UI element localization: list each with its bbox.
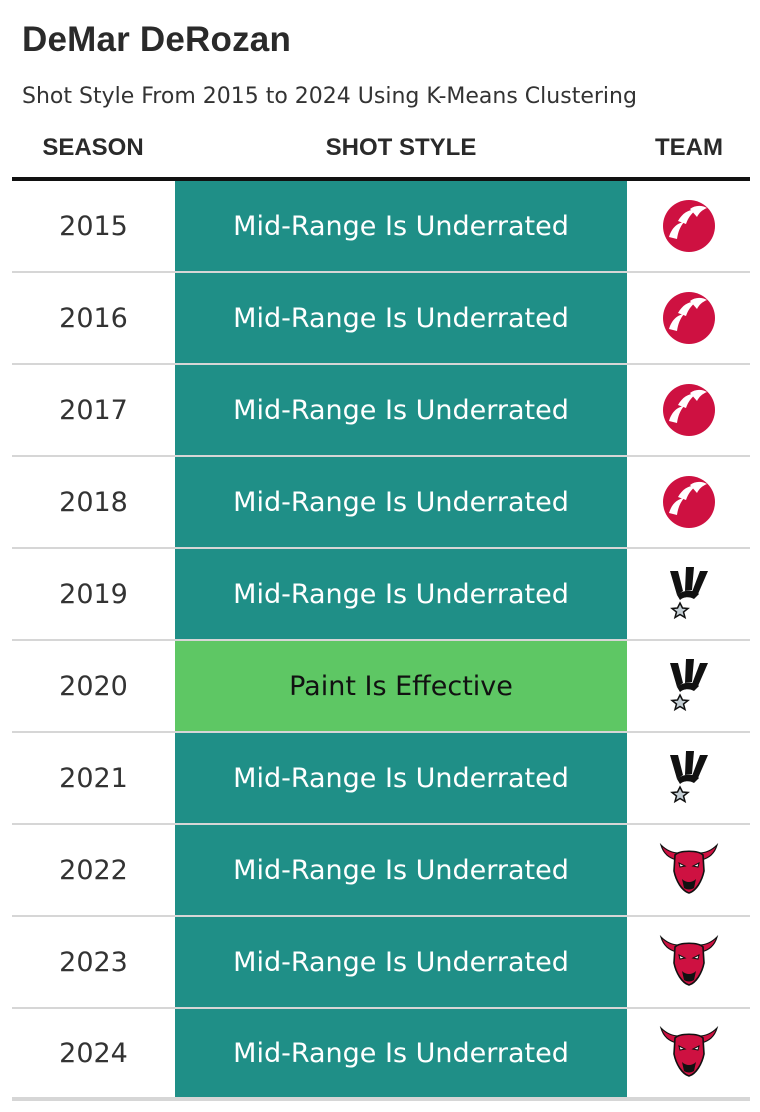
shot-style-cell: Paint Is Effective	[175, 641, 627, 731]
table-row: 2018 Mid-Range Is Underrated	[12, 457, 750, 549]
season-cell: 2022	[59, 854, 128, 886]
bulls-logo-icon	[658, 843, 720, 897]
shot-style-cell: Mid-Range Is Underrated	[175, 273, 627, 363]
column-header-season: SEASON	[42, 134, 144, 161]
season-cell: 2015	[59, 210, 128, 242]
table-row: 2023 Mid-Range Is Underrated	[12, 917, 750, 1009]
shot-style-cell: Mid-Range Is Underrated	[175, 733, 627, 823]
shot-style-cell: Mid-Range Is Underrated	[175, 917, 627, 1007]
season-cell: 2016	[59, 302, 128, 334]
team-cell	[627, 549, 750, 639]
table-row: 2017 Mid-Range Is Underrated	[12, 365, 750, 457]
shot-style-cell: Mid-Range Is Underrated	[175, 825, 627, 915]
table-row: 2024 Mid-Range Is Underrated	[12, 1009, 750, 1101]
season-cell: 2023	[59, 946, 128, 978]
season-cell: 2020	[59, 670, 128, 702]
table-row: 2020 Paint Is Effective	[12, 641, 750, 733]
shot-style-cell: Mid-Range Is Underrated	[175, 549, 627, 639]
team-cell	[627, 1009, 750, 1097]
team-cell	[627, 733, 750, 823]
season-cell: 2018	[59, 486, 128, 518]
shot-style-cell: Mid-Range Is Underrated	[175, 365, 627, 455]
season-cell: 2024	[59, 1037, 128, 1069]
chart-title: DeMar DeRozan	[22, 20, 292, 59]
table-row: 2016 Mid-Range Is Underrated	[12, 273, 750, 365]
shot-style-cell: Mid-Range Is Underrated	[175, 181, 627, 271]
bulls-logo-icon	[658, 1026, 720, 1080]
shot-style-cell: Mid-Range Is Underrated	[175, 457, 627, 547]
table-row: 2019 Mid-Range Is Underrated	[12, 549, 750, 641]
team-cell	[627, 273, 750, 363]
spurs-logo-icon	[662, 655, 716, 717]
header-divider	[12, 177, 750, 181]
team-cell	[627, 825, 750, 915]
bulls-logo-icon	[658, 935, 720, 989]
team-cell	[627, 917, 750, 1007]
column-header-shot-style: SHOT STYLE	[325, 134, 477, 161]
raptors-logo-icon	[658, 289, 720, 347]
table-row: 2015 Mid-Range Is Underrated	[12, 181, 750, 273]
spurs-logo-icon	[662, 563, 716, 625]
shot-style-cell: Mid-Range Is Underrated	[175, 1009, 627, 1097]
table-row: 2021 Mid-Range Is Underrated	[12, 733, 750, 825]
raptors-logo-icon	[658, 381, 720, 439]
table-body: 2015 Mid-Range Is Underrated 2016 Mid-Range…	[12, 181, 750, 1101]
team-cell	[627, 365, 750, 455]
spurs-logo-icon	[662, 747, 716, 809]
season-cell: 2021	[59, 762, 128, 794]
season-cell: 2017	[59, 394, 128, 426]
table-row: 2022 Mid-Range Is Underrated	[12, 825, 750, 917]
raptors-logo-icon	[658, 473, 720, 531]
team-cell	[627, 641, 750, 731]
team-cell	[627, 457, 750, 547]
chart-subtitle: Shot Style From 2015 to 2024 Using K-Mea…	[22, 84, 637, 109]
column-header-team: TEAM	[655, 134, 723, 161]
team-cell	[627, 181, 750, 271]
raptors-logo-icon	[658, 197, 720, 255]
season-cell: 2019	[59, 578, 128, 610]
